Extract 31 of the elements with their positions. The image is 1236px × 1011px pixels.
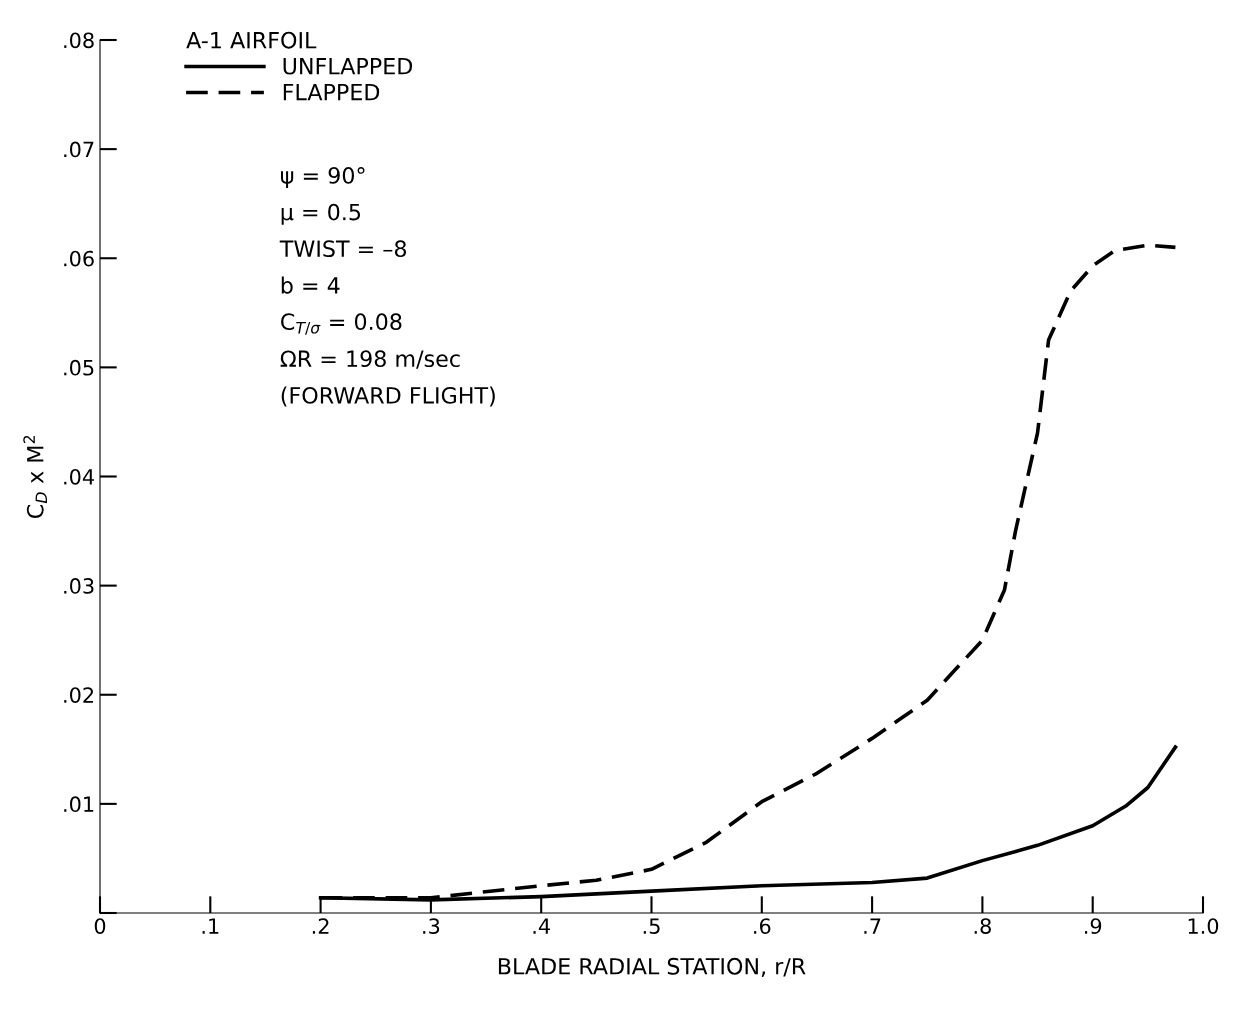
x-tick-label: 1.0 [1188,918,1219,934]
x-tick-label: .9 [1084,918,1102,934]
annotation: b = 4 [281,276,340,294]
x-tick-label: 0 [94,918,106,934]
legend-label: UNFLAPPED [283,58,413,75]
y-tick-label: .02 [64,687,94,703]
y-tick-label: .05 [64,359,94,376]
legend-label: FLAPPED [283,84,380,101]
y-tick-label: .08 [64,32,94,49]
y-tick-label: .06 [64,250,94,267]
x-tick-label: .5 [643,918,660,934]
annotation: ψ = 90° [281,166,365,189]
annotation: (FORWARD FLIGHT) [281,386,495,407]
annotation: TWIST = –8 [279,240,407,258]
y-axis-title: C$_{D}$ x M$^{2}$ [23,435,47,519]
x-tick-label: .4 [533,918,550,934]
annotation: C$_{T/σ}$ = 0.08 [281,313,402,335]
x-tick-label: .8 [974,918,991,934]
y-tick-label: .01 [64,796,94,813]
y-tick-label: .04 [64,468,94,485]
x-tick-label: .2 [312,918,329,934]
x-tick-label: .3 [423,918,440,934]
annotation: μ = 0.5 [281,203,361,225]
y-tick-label: .07 [64,141,94,158]
legend-title: A-1 AIRFOIL [186,31,317,49]
x-tick-label: .1 [202,918,219,934]
x-axis-title: BLADE RADIAL STATION, r/R [498,957,806,977]
annotation: ΩR = 198 m/sec [280,350,460,369]
x-tick-label: .6 [754,918,771,934]
y-tick-label: .03 [64,578,94,594]
x-tick-label: .7 [864,918,881,934]
